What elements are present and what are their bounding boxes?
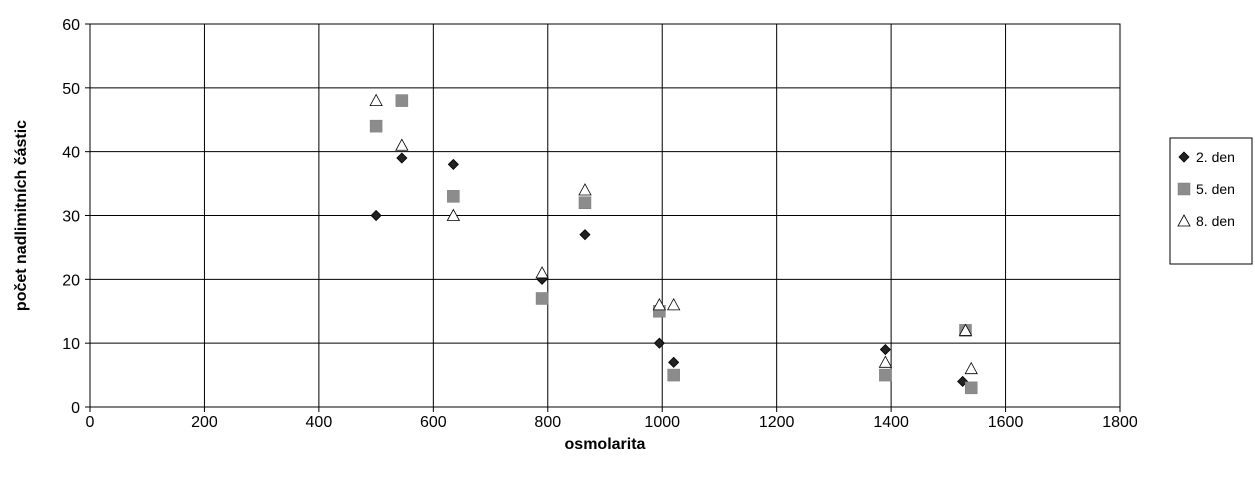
triangle-point xyxy=(958,323,973,336)
x-tick-label: 800 xyxy=(534,414,561,431)
diamond-point xyxy=(447,158,459,170)
legend: 2. den 5. den 8. den xyxy=(1169,137,1253,265)
triangle-point xyxy=(878,355,893,368)
triangle-point xyxy=(395,138,409,151)
square-point xyxy=(964,381,978,395)
legend-label: 2. den xyxy=(1196,149,1235,165)
triangle-point xyxy=(578,183,592,196)
y-tick-label: 10 xyxy=(62,336,80,353)
x-tick-label: 1400 xyxy=(873,414,909,431)
y-tick-label: 60 xyxy=(62,17,80,34)
legend-label: 5. den xyxy=(1196,181,1235,197)
y-tick-label: 30 xyxy=(62,209,80,226)
x-tick-label: 400 xyxy=(306,414,333,431)
square-point xyxy=(667,368,680,382)
legend-triangle-icon xyxy=(1177,214,1191,227)
diamond-point xyxy=(879,343,891,356)
series-triangle xyxy=(369,93,978,375)
diamond-point xyxy=(396,152,408,164)
y-tick-label: 50 xyxy=(62,81,80,98)
x-tick-label: 1800 xyxy=(1102,414,1138,431)
series-diamond xyxy=(370,152,969,388)
legend-item: 2. den xyxy=(1178,149,1235,165)
triangle-point xyxy=(369,93,383,106)
legend-diamond-icon xyxy=(1178,151,1190,163)
square-point xyxy=(578,196,592,209)
legend-item: 5. den xyxy=(1177,181,1235,197)
x-tick-label: 1600 xyxy=(988,414,1024,431)
x-axis-title: osmolarita xyxy=(565,436,646,453)
gridlines xyxy=(89,23,1121,408)
square-point xyxy=(369,119,383,133)
x-tick-label: 1200 xyxy=(759,414,795,431)
x-tick-label: 200 xyxy=(191,414,218,431)
axis-ticks: 0 200 400 600 800 1000 1200 1400 1600 1800 0 10 20 30… xyxy=(62,17,1138,431)
triangle-point xyxy=(446,208,461,221)
triangle-point xyxy=(964,361,978,375)
legend-label: 8. den xyxy=(1196,213,1235,229)
square-point xyxy=(879,368,892,382)
diamond-point xyxy=(668,356,680,368)
y-tick-label: 20 xyxy=(62,272,80,289)
x-tick-label: 0 xyxy=(86,414,95,431)
x-tick-label: 600 xyxy=(420,414,447,431)
square-point xyxy=(535,292,549,305)
square-point xyxy=(395,94,409,107)
diamond-point xyxy=(653,337,665,349)
diamond-point xyxy=(370,209,382,222)
x-tick-label: 1000 xyxy=(644,414,680,431)
triangle-point xyxy=(652,298,667,311)
y-tick-label: 40 xyxy=(62,145,80,162)
triangle-point xyxy=(666,298,681,311)
data-points xyxy=(369,93,978,395)
triangle-point xyxy=(535,266,549,279)
y-tick-label: 0 xyxy=(71,400,80,417)
legend-square-icon xyxy=(1177,182,1191,196)
diamond-point xyxy=(579,229,591,241)
legend-item: 8. den xyxy=(1177,213,1235,229)
y-axis-title: počet nadlimitních částic xyxy=(13,120,30,311)
square-point xyxy=(447,190,460,203)
